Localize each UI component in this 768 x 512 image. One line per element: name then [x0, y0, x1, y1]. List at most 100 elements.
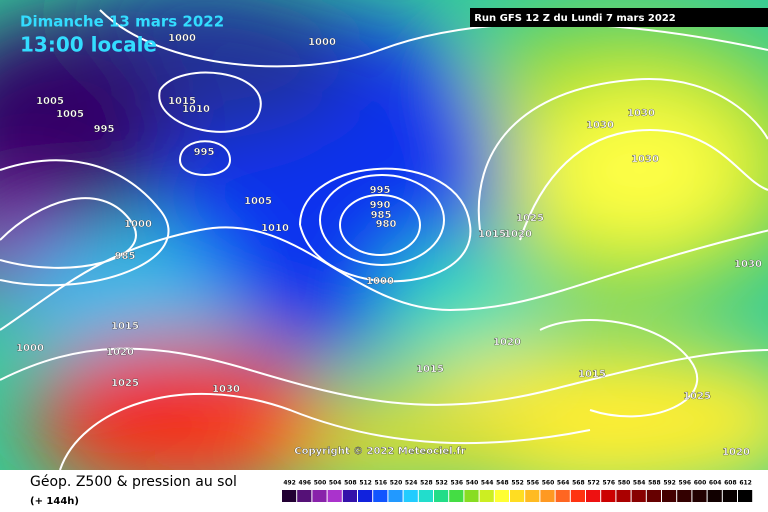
legend-label: 588: [648, 480, 661, 487]
run-box: [470, 8, 768, 27]
legend-swatch: [479, 490, 494, 502]
legend-label: 536: [451, 480, 464, 487]
legend-swatch: [631, 490, 646, 502]
legend-label: 520: [390, 480, 403, 487]
legend-label: 540: [466, 480, 479, 487]
color-legend: 492 496 500 504 508 512 516 520 524 528 532 536 540 5…: [282, 480, 753, 502]
isobars: [0, 9, 768, 470]
legend-swatch: [722, 490, 737, 502]
isobar-label: 1005: [244, 196, 272, 207]
isobar-label: 1000: [16, 343, 44, 354]
isobar-label: 1015: [478, 229, 506, 240]
isobar-label: 995: [194, 147, 215, 158]
legend-swatch: [449, 490, 464, 502]
legend-swatch: [358, 490, 373, 502]
legend-swatch: [282, 490, 297, 502]
isobar-label: 1025: [111, 378, 139, 389]
legend-label: 604: [709, 480, 722, 487]
legend-swatch: [677, 490, 692, 502]
isobar-label: 1010: [182, 104, 210, 115]
isobar-label: 1015: [168, 96, 196, 107]
legend-label: 584: [633, 480, 646, 487]
legend-label: 516: [375, 480, 388, 487]
legend-swatch: [738, 490, 753, 502]
time-text: 13:00 locale: [20, 33, 157, 57]
legend-label: 512: [359, 480, 372, 487]
isobar-label: 1015: [111, 321, 139, 332]
isobar-label: 995: [94, 124, 115, 135]
legend-label: 524: [405, 480, 418, 487]
legend-swatch: [646, 490, 661, 502]
legend-swatch: [692, 490, 707, 502]
legend-swatch: [525, 490, 540, 502]
legend-swatch: [570, 490, 585, 502]
legend-swatch: [327, 490, 342, 502]
isobar-label: 980: [376, 219, 397, 230]
isobar-label: 1005: [56, 109, 84, 120]
legend-label: 592: [663, 480, 676, 487]
legend-swatch: [297, 490, 312, 502]
isobar-label: 1030: [734, 259, 762, 270]
legend-label: 500: [314, 480, 327, 487]
isobar-label: 985: [115, 251, 136, 262]
legend-swatch: [616, 490, 631, 502]
legend-swatch: [555, 490, 570, 502]
isobar-label: 1020: [504, 229, 532, 240]
isobar-label: 1030: [586, 120, 614, 131]
legend-label: 576: [603, 480, 616, 487]
legend-swatch: [464, 490, 479, 502]
legend-swatch: [418, 490, 433, 502]
legend-swatch: [434, 490, 449, 502]
legend-swatch: [403, 490, 418, 502]
legend-label: 556: [527, 480, 540, 487]
isobar-label: 985: [371, 210, 392, 221]
legend-label: 612: [739, 480, 752, 487]
legend-label: 560: [542, 480, 555, 487]
map-field: 1000 100010051005995101510109951005101010…: [0, 0, 768, 470]
legend-label: 528: [420, 480, 433, 487]
legend-swatch: [586, 490, 601, 502]
isobar-label: 1000: [308, 37, 336, 48]
legend-label: 552: [511, 480, 524, 487]
isobar-label: 990: [370, 200, 391, 211]
isobar-label: 1020: [106, 347, 134, 358]
legend-swatch: [342, 490, 357, 502]
run-text: Run GFS 12 Z du Lundi 7 mars 2022: [474, 13, 676, 24]
legend-swatch: [540, 490, 555, 502]
legend-label: 496: [299, 480, 312, 487]
isobar-label: 1030: [212, 384, 240, 395]
isobar-label: 1015: [578, 369, 606, 380]
isobar-label: 1020: [493, 337, 521, 348]
legend-label: 608: [724, 480, 737, 487]
isobar-label: 1030: [631, 154, 659, 165]
legend-label: 544: [481, 480, 494, 487]
legend-label: 596: [679, 480, 692, 487]
isobar-label: 1030: [627, 108, 655, 119]
legend-label: 508: [344, 480, 357, 487]
isobar-label: 1000: [124, 219, 152, 230]
legend-swatch: [707, 490, 722, 502]
footer-title: Géop. Z500 & pression au sol: [30, 474, 237, 490]
legend-swatch: [601, 490, 616, 502]
isobar-label: 995: [370, 185, 391, 196]
legend-label: 580: [618, 480, 631, 487]
legend-swatch: [510, 490, 525, 502]
legend-label: 600: [694, 480, 707, 487]
isobar-label: 1025: [516, 213, 544, 224]
isobar-label: 1010: [261, 223, 289, 234]
legend-label: 564: [557, 480, 570, 487]
isobar-label: 1005: [36, 96, 64, 107]
copyright: Copyright © 2022 Meteociel.fr: [294, 446, 465, 457]
legend-label: 504: [329, 480, 342, 487]
legend-swatch: [388, 490, 403, 502]
date-text: Dimanche 13 mars 2022: [20, 13, 224, 31]
legend-swatch: [373, 490, 388, 502]
legend-swatch: [662, 490, 677, 502]
legend-label: 492: [283, 480, 296, 487]
isobar-label: 1020: [722, 447, 750, 458]
isobar-label: 1000: [366, 276, 394, 287]
legend-swatch: [494, 490, 509, 502]
legend-label: 568: [572, 480, 585, 487]
isobar-label: 1015: [416, 364, 444, 375]
